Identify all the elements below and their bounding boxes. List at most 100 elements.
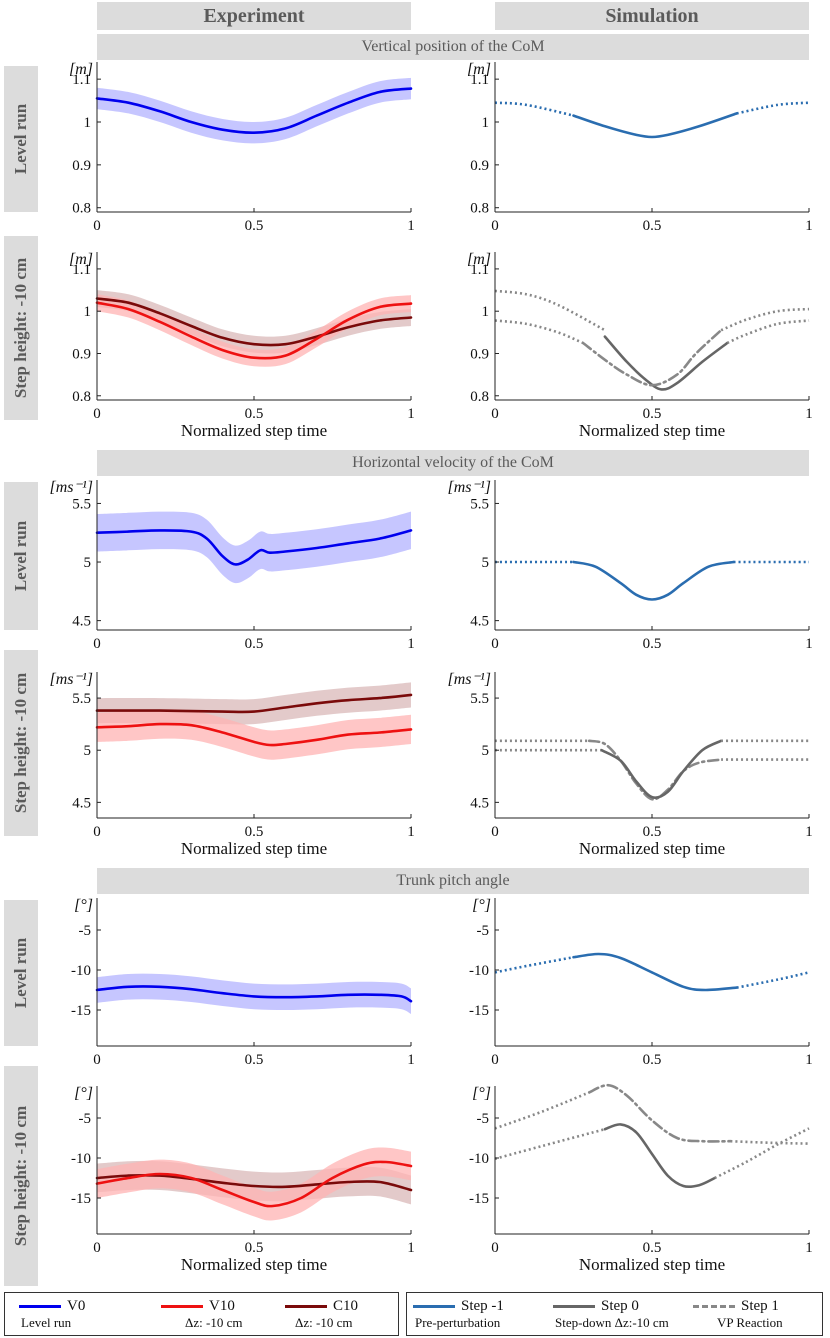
y-tick-label: 0.9 (72, 158, 91, 174)
series-line-step-0 (600, 739, 723, 799)
chart-sim-vel-step: 0 0.5 1 4.5 5 5.5 [ms⁻¹] Normalized step time (448, 671, 813, 858)
legend-item-c10: C10 (285, 1297, 358, 1315)
x-tick-label: 1 (805, 1240, 813, 1256)
legend-sub-step-1: VP Reaction (717, 1315, 783, 1330)
x-tick-label: 1 (805, 824, 813, 840)
x-tick-label: 0.5 (245, 636, 264, 652)
legend-item-v0: V0 (19, 1297, 85, 1315)
x-axis-label: Normalized step time (579, 839, 725, 858)
row-label-level-run-3: Level run (4, 900, 38, 1046)
series-line-c10 (95, 297, 413, 347)
unit-label: [m] (69, 251, 93, 268)
y-tick-label: 1.1 (72, 262, 91, 278)
band-v10 (97, 709, 411, 760)
y-tick-label: -15 (469, 1191, 489, 1207)
series-line-step--1 (494, 101, 574, 117)
y-tick-label: -15 (469, 1003, 489, 1019)
x-tick-label: 0.5 (245, 824, 264, 840)
series-line-v10 (95, 1160, 413, 1208)
band-v0 (97, 77, 411, 144)
x-axis-label: Normalized step time (579, 1255, 725, 1274)
unit-label: [ms⁻¹] (50, 479, 93, 496)
chart-exp-vel-step: 0 0.5 1 4.5 5 5.5 [ms⁻¹] Normalized step time (50, 671, 415, 858)
legend-item-v10: V10 (161, 1297, 235, 1315)
series-line-step-0 (603, 335, 729, 391)
y-tick-label: 4.5 (470, 614, 489, 630)
unit-label: [°] (74, 897, 93, 914)
x-axis-label: Normalized step time (579, 421, 725, 440)
x-tick-label: 0.5 (643, 406, 662, 422)
y-tick-label: 1 (84, 115, 92, 131)
x-tick-label: 1 (407, 406, 415, 422)
legend-line-v10 (161, 1304, 203, 1308)
series-line-step--1 (726, 319, 810, 345)
y-tick-label: 1.1 (72, 72, 91, 88)
x-tick-label: 1 (407, 636, 415, 652)
y-tick-label: 0.8 (72, 389, 91, 405)
series-line-step--1 (494, 955, 574, 974)
unit-label: [ms⁻¹] (448, 479, 491, 496)
y-tick-label: 5.5 (72, 691, 91, 707)
series-line-v0 (95, 985, 413, 1003)
series-line-step--1 (494, 1091, 590, 1130)
section-header-com-position: Vertical position of the CoM (97, 34, 809, 60)
legend-item-step-1: Step 1 (693, 1297, 779, 1315)
x-tick-label: 0 (491, 1240, 499, 1256)
x-tick-label: 1 (407, 218, 415, 234)
unit-label: [°] (74, 1085, 93, 1102)
series-line-step-0 (603, 1123, 717, 1189)
chart-exp-com-step: 0 0.5 1 0.8 0.9 1 1.1[m] Normalized step time (69, 251, 415, 440)
section-header-trunk-pitch: Trunk pitch angle (97, 868, 809, 894)
band-c10 (97, 290, 411, 354)
x-tick-label: 0 (491, 218, 499, 234)
y-tick-label: 5.5 (470, 691, 489, 707)
band-v10 (97, 1147, 411, 1221)
x-tick-label: 0 (93, 1052, 101, 1068)
y-tick-label: -5 (477, 923, 490, 939)
chart-exp-trunk-step: 0 0.5 1 -15 -10 -5 [°] Normalized step time (71, 1085, 415, 1274)
chart-exp-vel-level: 0 0.5 1 4.5 5 5.5[ms⁻¹] (50, 479, 415, 652)
legend-line-step-0 (553, 1304, 595, 1308)
simulation-header: Simulation (495, 2, 809, 30)
series-line-step--1 (720, 307, 810, 332)
y-tick-label: 5.5 (72, 496, 91, 512)
series-line-v0 (95, 87, 413, 135)
y-tick-label: 0.8 (72, 201, 91, 217)
experiment-header: Experiment (97, 2, 411, 30)
x-tick-label: 0.5 (245, 218, 264, 234)
legend-sub-v10: Δz: -10 cm (185, 1315, 243, 1330)
series-line-step--1 (494, 289, 606, 332)
y-tick-label: 1 (482, 304, 490, 320)
y-tick-label: -15 (71, 1003, 91, 1019)
unit-label: [ms⁻¹] (50, 671, 93, 688)
x-tick-label: 1 (407, 824, 415, 840)
series-line-v10 (95, 301, 413, 360)
y-tick-label: -10 (71, 963, 91, 979)
legend-experiment: V0 Level run V10 Δz: -10 cm C10 Δz: -10 … (4, 1292, 399, 1336)
x-tick-label: 0.5 (643, 824, 662, 840)
chart-sim-com-step: 0 0.5 1 0.8 0.9 1 1.1[m] Normalized step time (467, 251, 813, 440)
y-tick-label: 1 (482, 115, 490, 131)
chart-sim-trunk-level: 0 0.5 1 -15 -10 -5 [°] (469, 897, 813, 1068)
x-axis-label: Normalized step time (181, 421, 327, 440)
section-header-com-velocity: Horizontal velocity of the CoM (97, 450, 809, 476)
legend-line-step-1 (693, 1304, 735, 1308)
y-tick-label: 5 (84, 555, 92, 571)
legend-sub-step-0: Step-down Δz:-10 cm (555, 1315, 669, 1330)
legend-sub-step-minus-1: Pre-perturbation (415, 1315, 501, 1330)
series-line-v10 (95, 722, 413, 747)
y-tick-label: 5 (84, 743, 92, 759)
x-tick-label: 0.5 (643, 1240, 662, 1256)
y-tick-label: 0.8 (470, 389, 489, 405)
y-tick-label: 1.1 (470, 262, 489, 278)
x-tick-label: 0 (93, 636, 101, 652)
x-tick-label: 0 (93, 406, 101, 422)
legend-line-step-minus-1 (413, 1304, 455, 1308)
unit-label: [°] (472, 897, 491, 914)
row-label-step-height-2: Step height: -10 cm (4, 650, 38, 836)
series-line-step-1 (581, 328, 723, 387)
y-tick-label: 0.9 (470, 158, 489, 174)
y-tick-label: 0.8 (470, 201, 489, 217)
legend-sub-c10: Δz: -10 cm (295, 1315, 353, 1330)
row-label-step-height-3: Step height: -10 cm (4, 1066, 38, 1286)
